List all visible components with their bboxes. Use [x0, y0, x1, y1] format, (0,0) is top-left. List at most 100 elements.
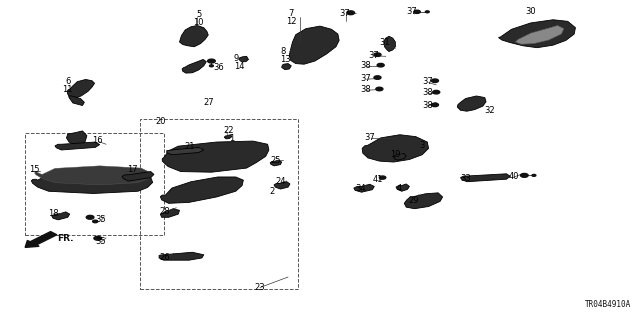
Text: 37: 37 [406, 7, 417, 16]
Polygon shape [354, 184, 374, 192]
Polygon shape [362, 135, 429, 162]
Circle shape [93, 220, 98, 223]
Text: 28: 28 [159, 207, 170, 216]
Polygon shape [52, 212, 70, 220]
Circle shape [431, 103, 438, 107]
Text: 24: 24 [275, 177, 286, 186]
Text: 8: 8 [280, 47, 286, 56]
Polygon shape [384, 36, 396, 51]
Circle shape [431, 79, 438, 83]
Circle shape [86, 215, 94, 219]
Circle shape [414, 10, 420, 13]
Circle shape [433, 90, 440, 94]
Text: 26: 26 [159, 253, 170, 262]
Polygon shape [515, 26, 564, 44]
Text: 37: 37 [422, 77, 433, 86]
Text: 10: 10 [193, 19, 204, 27]
Polygon shape [182, 59, 206, 73]
Text: 12: 12 [286, 17, 296, 26]
Text: 5: 5 [196, 11, 202, 19]
Polygon shape [224, 135, 232, 139]
Text: 17: 17 [127, 165, 138, 174]
Text: 15: 15 [29, 165, 39, 174]
Text: 22: 22 [223, 126, 234, 135]
Text: 18: 18 [49, 209, 60, 218]
FancyArrow shape [25, 232, 57, 248]
Polygon shape [122, 172, 154, 181]
Text: TR04B4910A: TR04B4910A [585, 300, 631, 309]
Text: 27: 27 [204, 98, 214, 107]
Text: 41: 41 [372, 175, 383, 184]
Circle shape [374, 53, 381, 56]
Text: 35: 35 [95, 237, 106, 246]
Polygon shape [161, 177, 243, 203]
Text: 2: 2 [269, 187, 274, 196]
Circle shape [209, 65, 213, 67]
Polygon shape [67, 79, 95, 98]
Polygon shape [289, 26, 339, 64]
Circle shape [94, 236, 102, 240]
Text: 30: 30 [525, 7, 536, 16]
Text: 32: 32 [484, 106, 495, 115]
Text: 6: 6 [65, 77, 70, 86]
Polygon shape [404, 193, 443, 209]
Text: 11: 11 [63, 85, 73, 94]
Bar [25, 133, 164, 235]
Text: 21: 21 [184, 142, 195, 151]
Text: 37: 37 [360, 74, 371, 83]
Text: 25: 25 [270, 156, 281, 165]
Text: 20: 20 [156, 117, 166, 126]
Polygon shape [167, 147, 204, 155]
Text: 37: 37 [368, 51, 379, 60]
Circle shape [347, 11, 355, 15]
Text: 38: 38 [422, 88, 433, 97]
Circle shape [380, 176, 386, 179]
Text: 29: 29 [408, 196, 419, 205]
Circle shape [207, 59, 215, 63]
Text: 40: 40 [508, 172, 519, 181]
Polygon shape [161, 209, 179, 217]
Circle shape [520, 174, 528, 177]
Polygon shape [394, 153, 406, 160]
Polygon shape [282, 63, 291, 70]
Text: 9: 9 [234, 54, 239, 63]
Text: 38: 38 [360, 85, 371, 94]
Polygon shape [499, 20, 575, 48]
Polygon shape [67, 131, 87, 144]
Polygon shape [159, 252, 204, 260]
Text: 37: 37 [365, 133, 376, 142]
Circle shape [426, 11, 429, 13]
Text: 7: 7 [289, 9, 294, 18]
Text: 4: 4 [397, 184, 402, 193]
Polygon shape [69, 96, 84, 106]
Polygon shape [458, 96, 486, 111]
Circle shape [374, 76, 381, 79]
Text: 13: 13 [280, 55, 291, 64]
Text: 38: 38 [422, 101, 433, 110]
Polygon shape [31, 172, 153, 194]
Text: 33: 33 [461, 174, 471, 183]
Circle shape [377, 63, 384, 67]
Polygon shape [163, 141, 269, 172]
Text: 23: 23 [255, 283, 266, 292]
Polygon shape [35, 166, 151, 185]
Text: FR.: FR. [57, 234, 74, 243]
Polygon shape [55, 142, 100, 150]
Polygon shape [396, 184, 410, 191]
Polygon shape [179, 26, 208, 47]
Circle shape [532, 174, 536, 176]
Polygon shape [461, 174, 510, 182]
Bar [140, 119, 298, 289]
Circle shape [376, 87, 383, 91]
Text: 31: 31 [380, 38, 390, 47]
Polygon shape [239, 56, 248, 62]
Text: 37: 37 [339, 9, 350, 18]
Text: 34: 34 [355, 184, 365, 193]
Text: 19: 19 [390, 150, 401, 159]
Text: 38: 38 [360, 61, 371, 70]
Text: 35: 35 [95, 215, 106, 224]
Text: 1: 1 [229, 134, 235, 143]
Polygon shape [274, 182, 290, 189]
Text: 14: 14 [234, 62, 244, 71]
Polygon shape [270, 160, 282, 166]
